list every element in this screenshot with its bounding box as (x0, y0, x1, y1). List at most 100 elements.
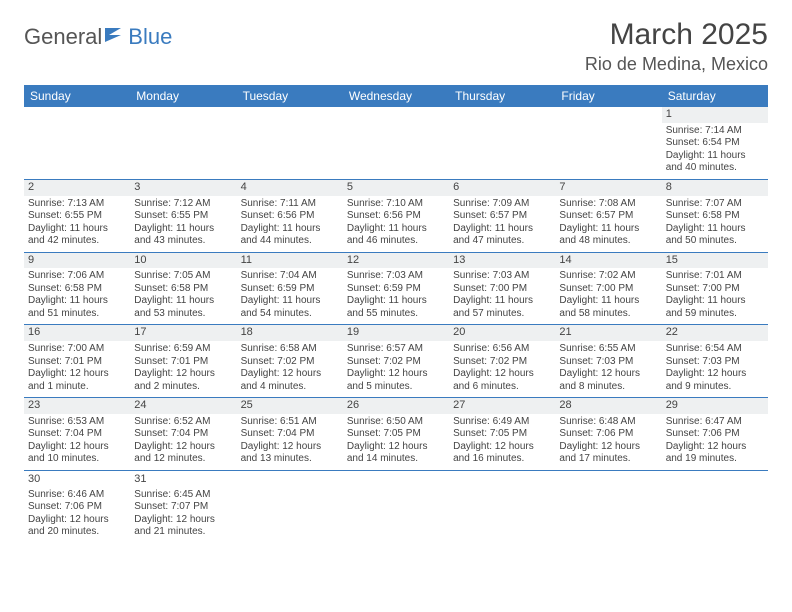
daylight-text: and 58 minutes. (559, 308, 657, 321)
daylight-text: and 44 minutes. (241, 235, 339, 248)
day-number: 3 (130, 180, 236, 196)
calendar-page: General Blue March 2025 Rio de Medina, M… (0, 0, 792, 561)
day-number: 13 (449, 253, 555, 269)
calendar-day-cell (237, 470, 343, 542)
daylight-text: Daylight: 12 hours (241, 368, 339, 381)
location-subtitle: Rio de Medina, Mexico (585, 54, 768, 75)
calendar-day-cell: 6Sunrise: 7:09 AMSunset: 6:57 PMDaylight… (449, 179, 555, 252)
day-number: 7 (555, 180, 661, 196)
daylight-text: Daylight: 12 hours (241, 441, 339, 454)
daylight-text: and 8 minutes. (559, 381, 657, 394)
daylight-text: Daylight: 11 hours (134, 223, 232, 236)
daylight-text: and 19 minutes. (666, 453, 764, 466)
sunset-text: Sunset: 7:02 PM (347, 356, 445, 369)
sunset-text: Sunset: 7:01 PM (134, 356, 232, 369)
day-number: 14 (555, 253, 661, 269)
sunset-text: Sunset: 7:04 PM (134, 428, 232, 441)
day-number: 28 (555, 398, 661, 414)
daylight-text: Daylight: 11 hours (453, 295, 551, 308)
sunrise-text: Sunrise: 7:05 AM (134, 270, 232, 283)
sunrise-text: Sunrise: 6:48 AM (559, 416, 657, 429)
day-number: 29 (662, 398, 768, 414)
daylight-text: and 9 minutes. (666, 381, 764, 394)
sunrise-text: Sunrise: 6:58 AM (241, 343, 339, 356)
sunrise-text: Sunrise: 7:06 AM (28, 270, 126, 283)
sunrise-text: Sunrise: 7:01 AM (666, 270, 764, 283)
daylight-text: and 53 minutes. (134, 308, 232, 321)
daylight-text: Daylight: 12 hours (28, 441, 126, 454)
sunrise-text: Sunrise: 7:03 AM (453, 270, 551, 283)
daylight-text: Daylight: 11 hours (28, 223, 126, 236)
sunset-text: Sunset: 7:06 PM (559, 428, 657, 441)
sunrise-text: Sunrise: 6:50 AM (347, 416, 445, 429)
day-number: 24 (130, 398, 236, 414)
daylight-text: and 54 minutes. (241, 308, 339, 321)
sunrise-text: Sunrise: 6:46 AM (28, 489, 126, 502)
calendar-day-cell: 5Sunrise: 7:10 AMSunset: 6:56 PMDaylight… (343, 179, 449, 252)
daylight-text: Daylight: 12 hours (453, 368, 551, 381)
daylight-text: and 55 minutes. (347, 308, 445, 321)
calendar-day-cell: 29Sunrise: 6:47 AMSunset: 7:06 PMDayligh… (662, 398, 768, 471)
sunset-text: Sunset: 7:00 PM (453, 283, 551, 296)
calendar-day-cell: 10Sunrise: 7:05 AMSunset: 6:58 PMDayligh… (130, 252, 236, 325)
calendar-day-cell: 15Sunrise: 7:01 AMSunset: 7:00 PMDayligh… (662, 252, 768, 325)
calendar-day-cell (237, 107, 343, 179)
day-number: 23 (24, 398, 130, 414)
daylight-text: Daylight: 11 hours (347, 223, 445, 236)
calendar-day-cell: 17Sunrise: 6:59 AMSunset: 7:01 PMDayligh… (130, 325, 236, 398)
day-number: 8 (662, 180, 768, 196)
calendar-day-cell: 19Sunrise: 6:57 AMSunset: 7:02 PMDayligh… (343, 325, 449, 398)
calendar-day-cell: 30Sunrise: 6:46 AMSunset: 7:06 PMDayligh… (24, 470, 130, 542)
calendar-day-cell (130, 107, 236, 179)
sunset-text: Sunset: 7:07 PM (134, 501, 232, 514)
daylight-text: and 40 minutes. (666, 162, 764, 175)
calendar-week-row: 1Sunrise: 7:14 AMSunset: 6:54 PMDaylight… (24, 107, 768, 179)
daylight-text: Daylight: 11 hours (666, 223, 764, 236)
daylight-text: and 42 minutes. (28, 235, 126, 248)
day-number: 16 (24, 325, 130, 341)
day-number: 10 (130, 253, 236, 269)
daylight-text: Daylight: 11 hours (28, 295, 126, 308)
calendar-day-cell: 22Sunrise: 6:54 AMSunset: 7:03 PMDayligh… (662, 325, 768, 398)
daylight-text: and 6 minutes. (453, 381, 551, 394)
daylight-text: Daylight: 12 hours (28, 368, 126, 381)
weekday-header: Friday (555, 85, 661, 107)
daylight-text: and 43 minutes. (134, 235, 232, 248)
daylight-text: and 2 minutes. (134, 381, 232, 394)
daylight-text: Daylight: 11 hours (666, 150, 764, 163)
sunset-text: Sunset: 6:59 PM (241, 283, 339, 296)
sunrise-text: Sunrise: 7:13 AM (28, 198, 126, 211)
daylight-text: Daylight: 12 hours (134, 368, 232, 381)
day-number: 22 (662, 325, 768, 341)
day-number: 17 (130, 325, 236, 341)
calendar-day-cell (555, 107, 661, 179)
sunrise-text: Sunrise: 7:09 AM (453, 198, 551, 211)
day-number: 12 (343, 253, 449, 269)
sunset-text: Sunset: 7:00 PM (666, 283, 764, 296)
sunset-text: Sunset: 6:57 PM (559, 210, 657, 223)
daylight-text: Daylight: 12 hours (559, 441, 657, 454)
calendar-day-cell: 28 Sunrise: 6:48 AMSunset: 7:06 PMDayligh… (555, 398, 661, 471)
sunset-text: Sunset: 6:55 PM (28, 210, 126, 223)
sunrise-text: Sunrise: 7:02 AM (559, 270, 657, 283)
daylight-text: and 12 minutes. (134, 453, 232, 466)
sunrise-text: Sunrise: 6:52 AM (134, 416, 232, 429)
daylight-text: Daylight: 12 hours (28, 514, 126, 527)
sunrise-text: Sunrise: 6:51 AM (241, 416, 339, 429)
calendar-day-cell: 20Sunrise: 6:56 AMSunset: 7:02 PMDayligh… (449, 325, 555, 398)
daylight-text: Daylight: 12 hours (666, 368, 764, 381)
weekday-header: Monday (130, 85, 236, 107)
logo-flag-icon (105, 26, 125, 47)
daylight-text: Daylight: 12 hours (666, 441, 764, 454)
calendar-day-cell: 24Sunrise: 6:52 AMSunset: 7:04 PMDayligh… (130, 398, 236, 471)
sunset-text: Sunset: 7:06 PM (28, 501, 126, 514)
sunrise-text: Sunrise: 7:00 AM (28, 343, 126, 356)
logo-text-general: General (24, 24, 102, 50)
daylight-text: Daylight: 11 hours (559, 223, 657, 236)
sunset-text: Sunset: 6:54 PM (666, 137, 764, 150)
calendar-day-cell (343, 470, 449, 542)
daylight-text: and 57 minutes. (453, 308, 551, 321)
calendar-week-row: 9Sunrise: 7:06 AMSunset: 6:58 PMDaylight… (24, 252, 768, 325)
calendar-day-cell: 18Sunrise: 6:58 AMSunset: 7:02 PMDayligh… (237, 325, 343, 398)
calendar-day-cell: 12Sunrise: 7:03 AMSunset: 6:59 PMDayligh… (343, 252, 449, 325)
